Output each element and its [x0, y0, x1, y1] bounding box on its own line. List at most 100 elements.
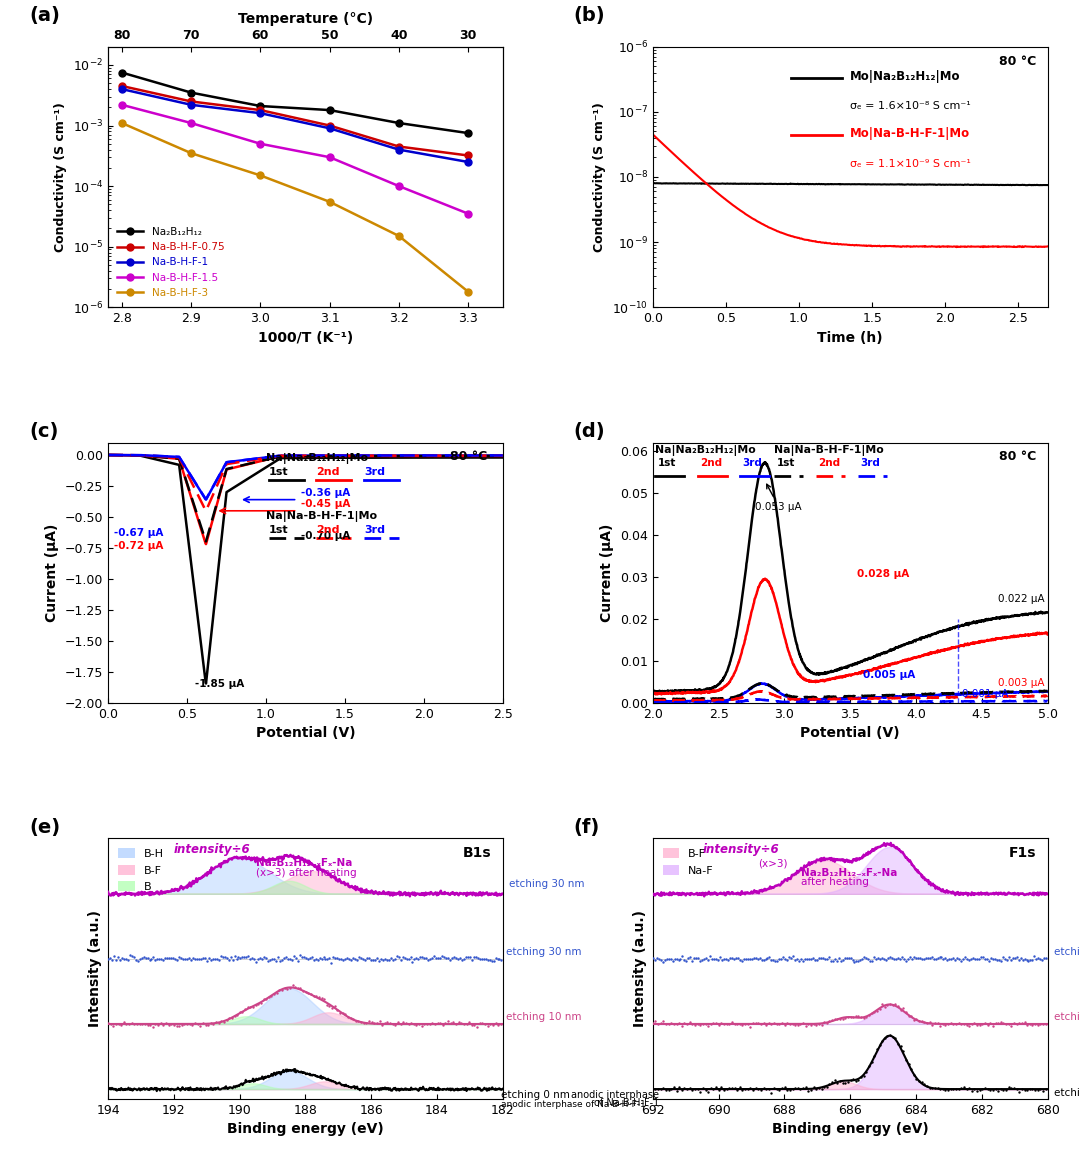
Point	[989, 1081, 1007, 1100]
Point	[197, 948, 214, 967]
Point	[767, 952, 784, 970]
Point	[955, 949, 972, 968]
Point	[1026, 1015, 1043, 1033]
Point	[256, 947, 273, 966]
Point	[1018, 1081, 1036, 1100]
Na₂B₁₂H₁₂	[392, 116, 405, 130]
Point	[715, 949, 732, 968]
Point	[850, 952, 867, 970]
X-axis label: Binding energy (eV): Binding energy (eV)	[227, 1122, 383, 1136]
Point	[376, 1014, 393, 1032]
Point	[476, 1015, 494, 1033]
Point	[273, 981, 291, 999]
X-axis label: Temperature (°C): Temperature (°C)	[238, 13, 373, 27]
Line: Na₂B₁₂H₁₂: Na₂B₁₂H₁₂	[119, 69, 472, 137]
Point	[1017, 950, 1035, 969]
Point	[1005, 1079, 1023, 1098]
Point	[765, 950, 782, 969]
Na-B-H-F-0.75	[392, 139, 405, 153]
Point	[262, 987, 280, 1005]
Point	[789, 1079, 807, 1098]
Point	[1002, 1017, 1020, 1036]
Point	[1008, 948, 1025, 967]
Point	[278, 948, 295, 967]
Point	[202, 950, 219, 969]
Y-axis label: Current (μA): Current (μA)	[600, 524, 615, 622]
Point	[672, 949, 689, 968]
Text: (x>3): (x>3)	[758, 858, 787, 869]
Point	[834, 1010, 851, 1029]
Point	[436, 1014, 454, 1032]
Point	[1010, 950, 1027, 969]
Point	[737, 1079, 754, 1098]
Point	[384, 950, 402, 969]
Point	[876, 949, 893, 968]
Point	[663, 1080, 680, 1099]
Point	[477, 949, 495, 968]
Point	[993, 1079, 1010, 1098]
Point	[164, 949, 181, 968]
Point	[239, 997, 256, 1016]
Point	[702, 1015, 719, 1033]
Point	[247, 996, 265, 1015]
Point	[820, 948, 837, 967]
Point	[463, 950, 481, 969]
Point	[216, 948, 233, 967]
Point	[879, 948, 896, 967]
Point	[249, 995, 267, 1014]
Point	[457, 948, 474, 967]
Point	[883, 949, 901, 968]
Point	[674, 947, 691, 966]
Point	[858, 1008, 875, 1026]
Na₂B₁₂H₁₂	[254, 99, 267, 113]
Point	[998, 950, 1015, 969]
Point	[855, 948, 873, 967]
Point	[874, 995, 891, 1014]
Point	[286, 977, 303, 996]
Point	[805, 1015, 822, 1033]
Point	[966, 1014, 983, 1032]
Point	[197, 1015, 214, 1033]
Point	[808, 950, 825, 969]
Point	[881, 995, 899, 1014]
Point	[212, 947, 229, 966]
Point	[394, 1012, 411, 1031]
Point	[766, 1079, 783, 1098]
Point	[876, 1029, 893, 1047]
Point	[178, 949, 195, 968]
Point	[885, 996, 902, 1015]
Point	[702, 947, 719, 966]
Point	[990, 950, 1008, 969]
Line: Na-B-H-F-0.75: Na-B-H-F-0.75	[119, 83, 472, 159]
Point	[342, 950, 360, 969]
Point	[751, 949, 768, 968]
Y-axis label: Conductivity (S cm⁻¹): Conductivity (S cm⁻¹)	[54, 102, 67, 251]
Point	[253, 994, 270, 1012]
Point	[828, 952, 846, 970]
Point	[863, 1003, 880, 1022]
Point	[955, 1078, 972, 1097]
Point	[442, 1014, 459, 1032]
Point	[381, 1014, 399, 1032]
Point	[731, 1015, 748, 1033]
Point	[292, 978, 309, 997]
Legend: Na₂B₁₂H₁₂, Na-B-H-F-0.75, Na-B-H-F-1, Na-B-H-F-1.5, Na-B-H-F-3: Na₂B₁₂H₁₂, Na-B-H-F-0.75, Na-B-H-F-1, Na…	[113, 223, 229, 302]
Point	[400, 1015, 417, 1033]
Point	[1031, 1079, 1049, 1098]
Point	[913, 1073, 930, 1092]
Point	[795, 1014, 812, 1032]
Point	[376, 949, 393, 968]
Point	[409, 950, 427, 969]
Point	[747, 949, 765, 968]
Na-B-H-F-1.5	[323, 150, 336, 164]
Text: (c): (c)	[29, 422, 58, 442]
Point	[465, 1016, 483, 1035]
Point	[116, 949, 133, 968]
Point	[489, 949, 507, 968]
Point	[700, 1082, 717, 1101]
Point	[654, 953, 672, 971]
Point	[924, 949, 942, 968]
Point	[971, 1080, 988, 1099]
Point	[974, 948, 991, 967]
Point	[726, 1079, 743, 1098]
